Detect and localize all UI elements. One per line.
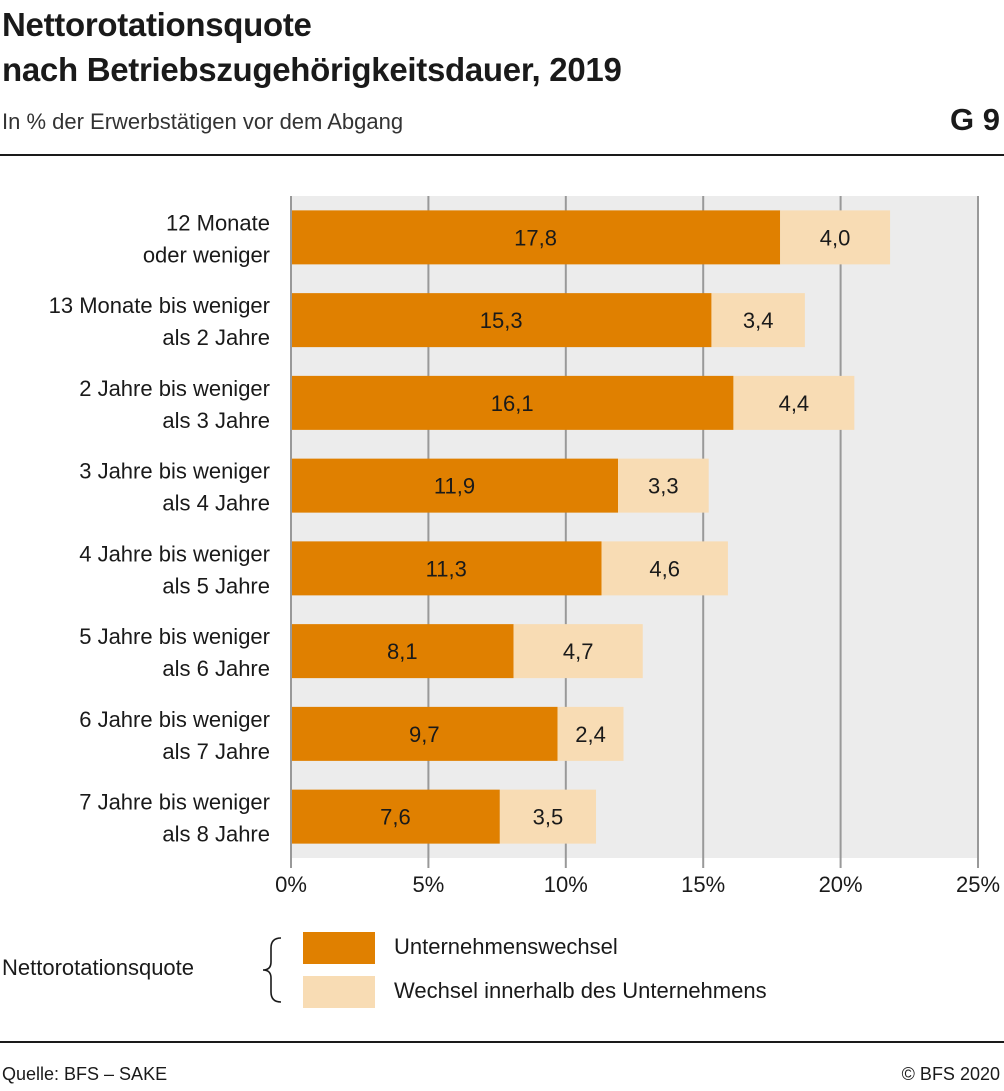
- chart-title: Nettorotationsquote nach Betriebszugehör…: [2, 2, 622, 92]
- category-label-line: als 6 Jahre: [162, 656, 270, 681]
- data-label: 4,4: [779, 391, 810, 416]
- legend-label-unternehmenswechsel: Unternehmenswechsel: [394, 934, 618, 959]
- data-label: 16,1: [491, 391, 534, 416]
- category-label-line: 3 Jahre bis weniger: [79, 459, 270, 484]
- data-label: 4,0: [820, 225, 851, 250]
- x-tick-label: 0%: [275, 872, 307, 897]
- bar-unternehmenswechsel: [291, 624, 514, 679]
- x-tick-label: 5%: [413, 872, 445, 897]
- category-label: 6 Jahre bis weniger als 7 Jahre: [79, 707, 270, 764]
- category-label-line: 12 Monate: [166, 210, 270, 235]
- bar-unternehmenswechsel: [291, 706, 558, 761]
- category-label: 13 Monate bis weniger als 2 Jahre: [49, 293, 270, 350]
- category-label-line: oder weniger: [143, 242, 270, 267]
- footer-divider: [0, 1041, 1004, 1043]
- data-label: 4,7: [563, 639, 594, 664]
- category-label-line: als 7 Jahre: [162, 739, 270, 764]
- legend-swatch-wechsel-innerhalb: [303, 976, 375, 1008]
- category-label-line: als 8 Jahre: [162, 822, 270, 847]
- category-label-line: 6 Jahre bis weniger: [79, 707, 270, 732]
- bar-unternehmenswechsel: [291, 375, 734, 430]
- data-label: 3,3: [648, 474, 679, 499]
- category-label-line: als 3 Jahre: [162, 408, 270, 433]
- category-label-line: 2 Jahre bis weniger: [79, 376, 270, 401]
- category-label-line: 7 Jahre bis weniger: [79, 790, 270, 815]
- data-label: 9,7: [409, 722, 440, 747]
- data-label: 7,6: [380, 805, 411, 830]
- legend-brace: [262, 937, 282, 1003]
- bar-unternehmenswechsel: [291, 541, 602, 596]
- category-label-line: als 2 Jahre: [162, 325, 270, 350]
- category-label-line: 4 Jahre bis weniger: [79, 541, 270, 566]
- category-label: 2 Jahre bis weniger als 3 Jahre: [79, 376, 270, 433]
- data-label: 11,3: [426, 556, 467, 581]
- bar-unternehmenswechsel: [291, 458, 619, 513]
- bar-wechsel-innerhalb: [499, 789, 597, 844]
- bar-wechsel-innerhalb: [618, 458, 709, 513]
- legend-swatch-unternehmenswechsel: [303, 932, 375, 964]
- legend-label-wechsel-innerhalb: Wechsel innerhalb des Unternehmens: [394, 978, 767, 1003]
- chart-subtitle: In % der Erwerbstätigen vor dem Abgang: [2, 109, 404, 134]
- data-label: 17,8: [514, 225, 557, 250]
- bar-unternehmenswechsel: [291, 210, 781, 265]
- category-label-line: 13 Monate bis weniger: [49, 293, 270, 318]
- bar-wechsel-innerhalb: [513, 624, 643, 679]
- bar-wechsel-innerhalb: [601, 541, 728, 596]
- chart-title-line-1: Nettorotationsquote: [2, 6, 312, 43]
- chart-id: G 9: [950, 102, 1000, 137]
- data-label: 3,5: [533, 805, 564, 830]
- data-label: 2,4: [575, 722, 606, 747]
- data-label: 3,4: [743, 308, 774, 333]
- category-label: 4 Jahre bis weniger als 5 Jahre: [79, 541, 270, 598]
- bar-wechsel-innerhalb: [557, 706, 624, 761]
- data-label: 4,6: [649, 556, 680, 581]
- chart-title-line-2: nach Betriebszugehörigkeitsdauer, 2019: [2, 51, 622, 88]
- bar-wechsel-innerhalb: [711, 293, 805, 348]
- bar-wechsel-innerhalb: [780, 210, 891, 265]
- x-tick-label: 20%: [819, 872, 863, 897]
- data-label: 15,3: [480, 308, 523, 333]
- bar-chart: 0% 5% 10% 15% 20% 25% 17,8 4,0 12 Monate oder wen…: [49, 196, 1000, 897]
- header-divider: [0, 154, 1004, 156]
- category-label-line: 5 Jahre bis weniger: [79, 624, 270, 649]
- x-tick-label: 25%: [956, 872, 1000, 897]
- category-label-line: als 4 Jahre: [162, 491, 270, 516]
- bar-unternehmenswechsel: [291, 789, 500, 844]
- category-label-line: als 5 Jahre: [162, 573, 270, 598]
- bar-unternehmenswechsel: [291, 293, 712, 348]
- data-label: 8,1: [387, 639, 418, 664]
- category-label: 3 Jahre bis weniger als 4 Jahre: [79, 459, 270, 516]
- category-label: 12 Monate oder weniger: [143, 210, 270, 267]
- category-label: 7 Jahre bis weniger als 8 Jahre: [79, 790, 270, 847]
- category-label: 5 Jahre bis weniger als 6 Jahre: [79, 624, 270, 681]
- bar-wechsel-innerhalb: [733, 375, 855, 430]
- source-note: Quelle: BFS – SAKE: [2, 1064, 168, 1084]
- x-tick-label: 10%: [544, 872, 588, 897]
- legend-title: Nettorotationsquote: [2, 955, 195, 980]
- copyright-note: © BFS 2020: [901, 1064, 1000, 1084]
- x-tick-label: 15%: [681, 872, 725, 897]
- data-label: 11,9: [434, 474, 475, 499]
